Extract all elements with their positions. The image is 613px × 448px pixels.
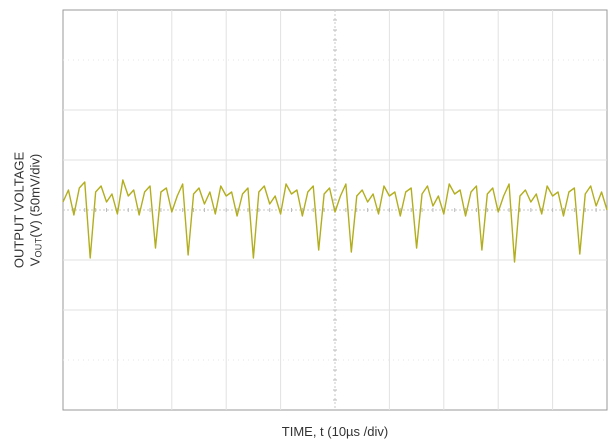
x-axis-label: TIME, t (10µs /div) bbox=[281, 424, 389, 439]
y-axis-label-suffix: (V) (50mV/div) bbox=[27, 153, 43, 238]
y-axis-label-line2: VOUT(V) (50mV/div) bbox=[28, 152, 47, 268]
y-axis-label-subscript: OUT bbox=[33, 237, 44, 258]
output-voltage-trace bbox=[62, 179, 608, 263]
y-axis-label-line1: OUTPUT VOLTAGE bbox=[11, 151, 27, 269]
y-axis-label-prefix: V bbox=[27, 257, 43, 267]
y-axis-label: OUTPUT VOLTAGE VOUT(V) (50mV/div) bbox=[0, 10, 58, 410]
